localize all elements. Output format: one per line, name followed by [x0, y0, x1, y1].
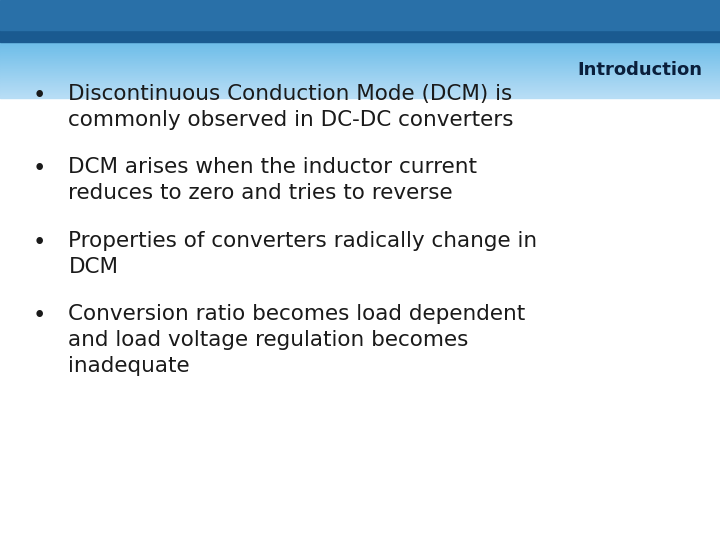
Bar	[0, 81, 720, 82]
Bar	[0, 53, 720, 55]
Bar	[0, 71, 720, 72]
Bar	[0, 84, 720, 85]
Text: Conversion ratio becomes load dependent: Conversion ratio becomes load dependent	[68, 304, 526, 324]
Bar	[0, 63, 720, 64]
Text: DCM: DCM	[68, 256, 118, 276]
Bar	[0, 89, 720, 90]
Bar	[0, 55, 720, 56]
Bar	[0, 67, 720, 68]
Bar	[0, 90, 720, 91]
Bar	[0, 92, 720, 93]
Bar	[0, 73, 720, 74]
Text: •: •	[33, 157, 46, 180]
Bar	[0, 87, 720, 89]
Bar	[0, 78, 720, 79]
Text: commonly observed in DC-DC converters: commonly observed in DC-DC converters	[68, 110, 514, 130]
Text: •: •	[33, 304, 46, 327]
Bar	[0, 68, 720, 69]
Bar	[0, 49, 720, 50]
Text: Discontinuous Conduction Mode (DCM) is: Discontinuous Conduction Mode (DCM) is	[68, 84, 513, 104]
Bar	[0, 42, 720, 43]
Bar	[0, 52, 720, 53]
Bar	[0, 74, 720, 75]
Bar	[0, 66, 720, 67]
Text: Introduction: Introduction	[577, 61, 702, 79]
Bar	[0, 59, 720, 60]
Text: inadequate: inadequate	[68, 356, 190, 376]
Bar	[0, 41, 720, 42]
Bar	[0, 44, 720, 45]
Bar	[0, 70, 720, 71]
Bar	[0, 85, 720, 86]
Bar	[0, 80, 720, 81]
Text: DCM arises when the inductor current: DCM arises when the inductor current	[68, 157, 477, 177]
Bar	[0, 83, 720, 84]
Bar	[0, 69, 720, 70]
Bar	[0, 76, 720, 77]
Bar	[0, 65, 720, 66]
Bar	[0, 93, 720, 94]
Bar	[0, 92, 720, 93]
Bar	[0, 30, 720, 42]
Bar	[0, 58, 720, 59]
Bar	[0, 94, 720, 96]
Bar	[0, 51, 720, 52]
Bar	[0, 82, 720, 83]
Bar	[0, 91, 720, 92]
Bar	[0, 97, 720, 98]
Bar	[0, 48, 720, 49]
Bar	[0, 50, 720, 51]
Bar	[0, 58, 720, 59]
Bar	[0, 62, 720, 63]
Bar	[0, 96, 720, 97]
Text: •: •	[33, 84, 46, 107]
Bar	[0, 56, 720, 57]
Bar	[0, 46, 720, 47]
Bar	[0, 72, 720, 73]
Bar	[0, 64, 720, 65]
Text: •: •	[33, 231, 46, 254]
Bar	[0, 75, 720, 76]
Bar	[0, 45, 720, 46]
Bar	[0, 79, 720, 80]
Text: reduces to zero and tries to reverse: reduces to zero and tries to reverse	[68, 183, 453, 203]
Bar	[0, 0, 720, 30]
Bar	[0, 60, 720, 62]
Text: and load voltage regulation becomes: and load voltage regulation becomes	[68, 330, 469, 350]
Bar	[0, 86, 720, 87]
Text: Properties of converters radically change in: Properties of converters radically chang…	[68, 231, 538, 251]
Bar	[0, 43, 720, 44]
Bar	[0, 77, 720, 78]
Bar	[0, 57, 720, 58]
